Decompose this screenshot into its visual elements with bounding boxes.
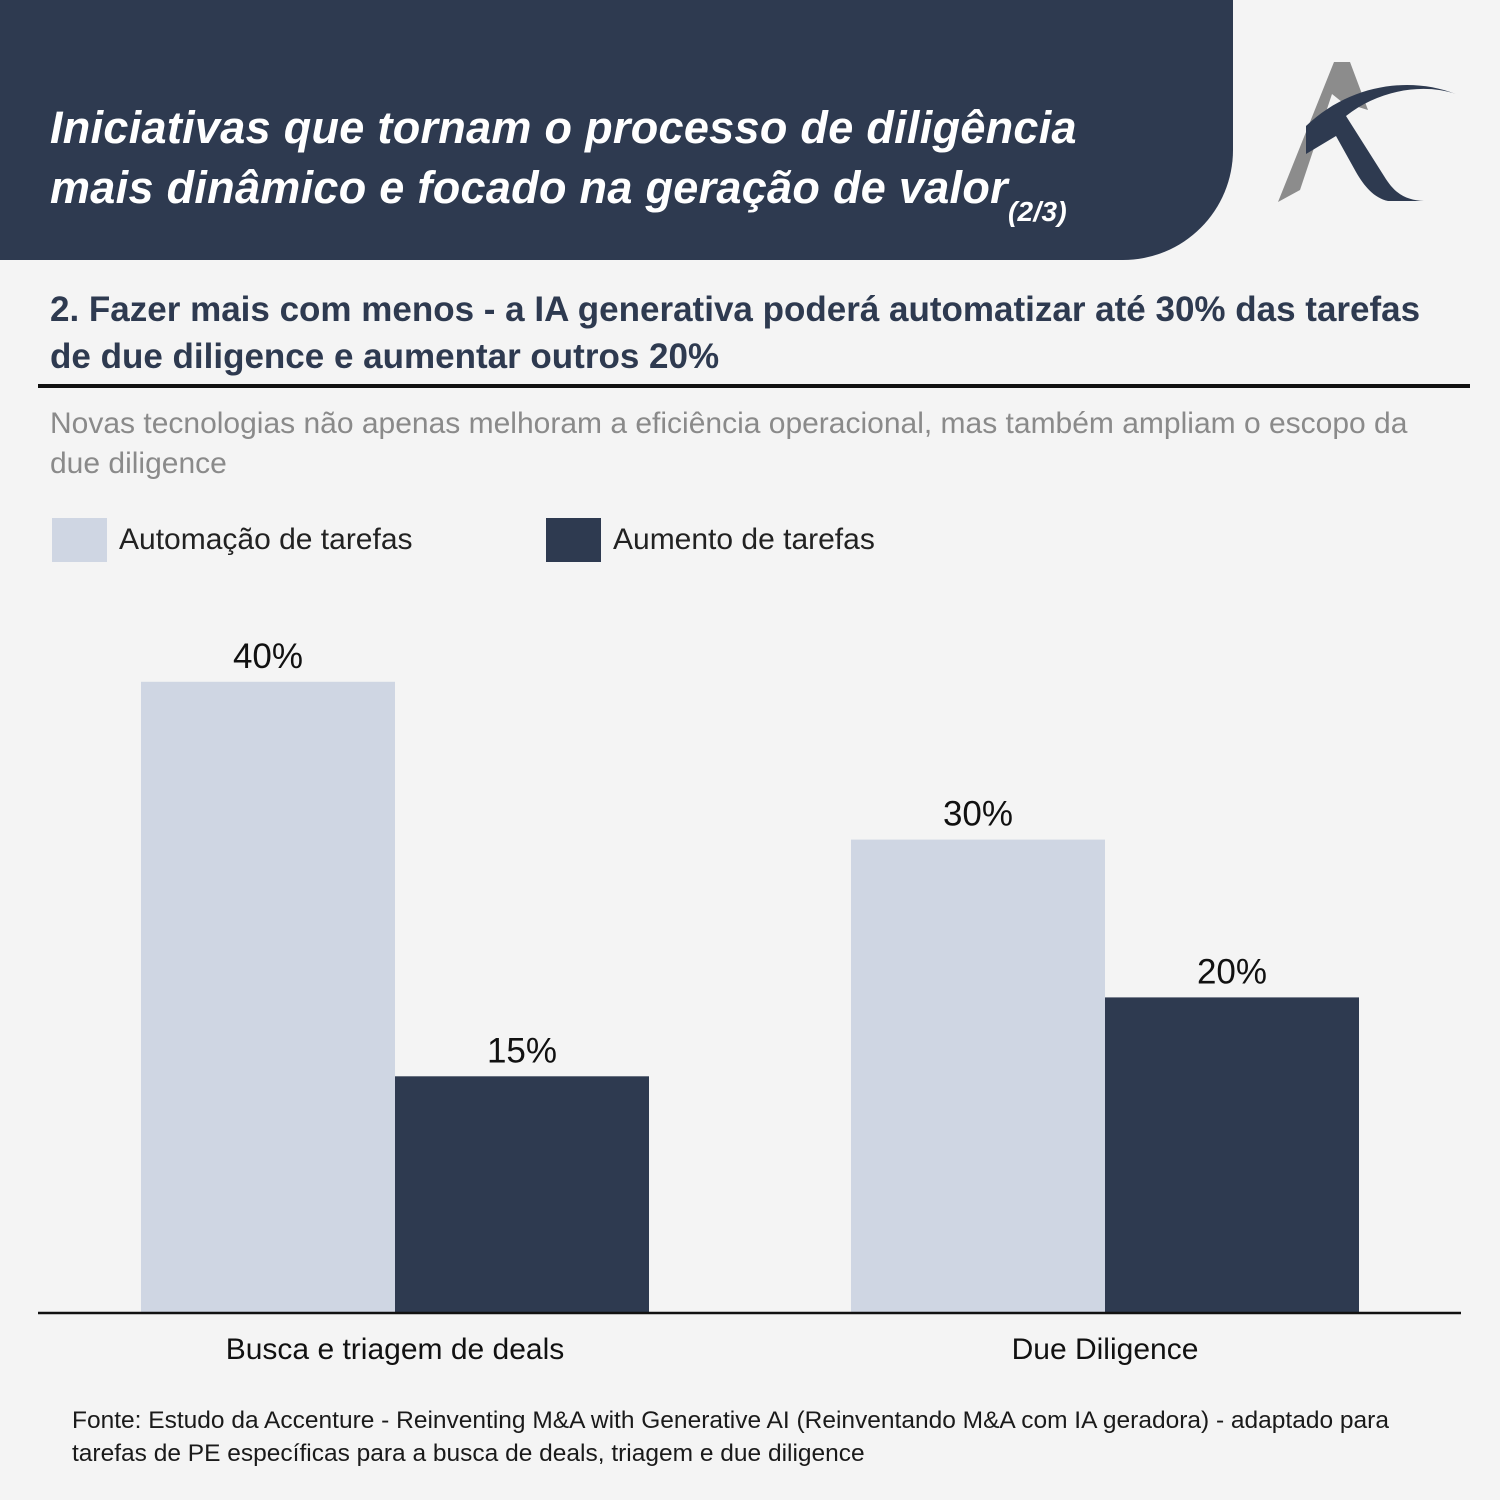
- header-banner: Iniciativas que tornam o processo de dil…: [0, 0, 1233, 260]
- title-line-2: mais dinâmico e focado na geração de val…: [50, 158, 1077, 242]
- bar-augmentation-1: [1105, 997, 1359, 1313]
- bar-automation-0: [141, 681, 395, 1313]
- legend-augmentation: Aumento de tarefas: [546, 518, 875, 562]
- data-label-augmentation-0: 15%: [487, 1031, 557, 1070]
- legend-swatch-augmentation: [546, 518, 601, 562]
- legend-label-augmentation: Aumento de tarefas: [613, 523, 875, 556]
- category-label-1: Due Diligence: [1012, 1333, 1199, 1366]
- data-label-augmentation-1: 20%: [1197, 952, 1267, 991]
- legend-automation: Automação de tarefas: [52, 518, 413, 562]
- description: Novas tecnologias não apenas melhoram a …: [50, 407, 1408, 480]
- legend-label-automation: Automação de tarefas: [119, 523, 413, 556]
- title-line-2-text: mais dinâmico e focado na geração de val…: [50, 162, 1008, 213]
- data-label-automation-1: 30%: [943, 795, 1013, 834]
- title-line-1: Iniciativas que tornam o processo de dil…: [50, 102, 1077, 153]
- section-subtitle: 2. Fazer mais com menos - a IA generativ…: [50, 290, 1421, 376]
- legend-swatch-automation: [52, 518, 107, 562]
- divider: [38, 384, 1470, 388]
- bar-automation-1: [851, 839, 1105, 1313]
- a-logo-icon: [1278, 62, 1456, 202]
- page-title: Iniciativas que tornam o processo de dil…: [50, 98, 1077, 242]
- data-label-automation-0: 40%: [233, 637, 303, 676]
- category-label-0: Busca e triagem de deals: [226, 1333, 565, 1366]
- logo-gray-stroke: [1278, 62, 1368, 202]
- source-note: Fonte: Estudo da Accenture - Reinventing…: [72, 1407, 1389, 1467]
- bar-augmentation-0: [395, 1076, 649, 1313]
- logo-navy-swoosh: [1306, 84, 1456, 201]
- title-page-counter: (2/3): [1007, 196, 1068, 227]
